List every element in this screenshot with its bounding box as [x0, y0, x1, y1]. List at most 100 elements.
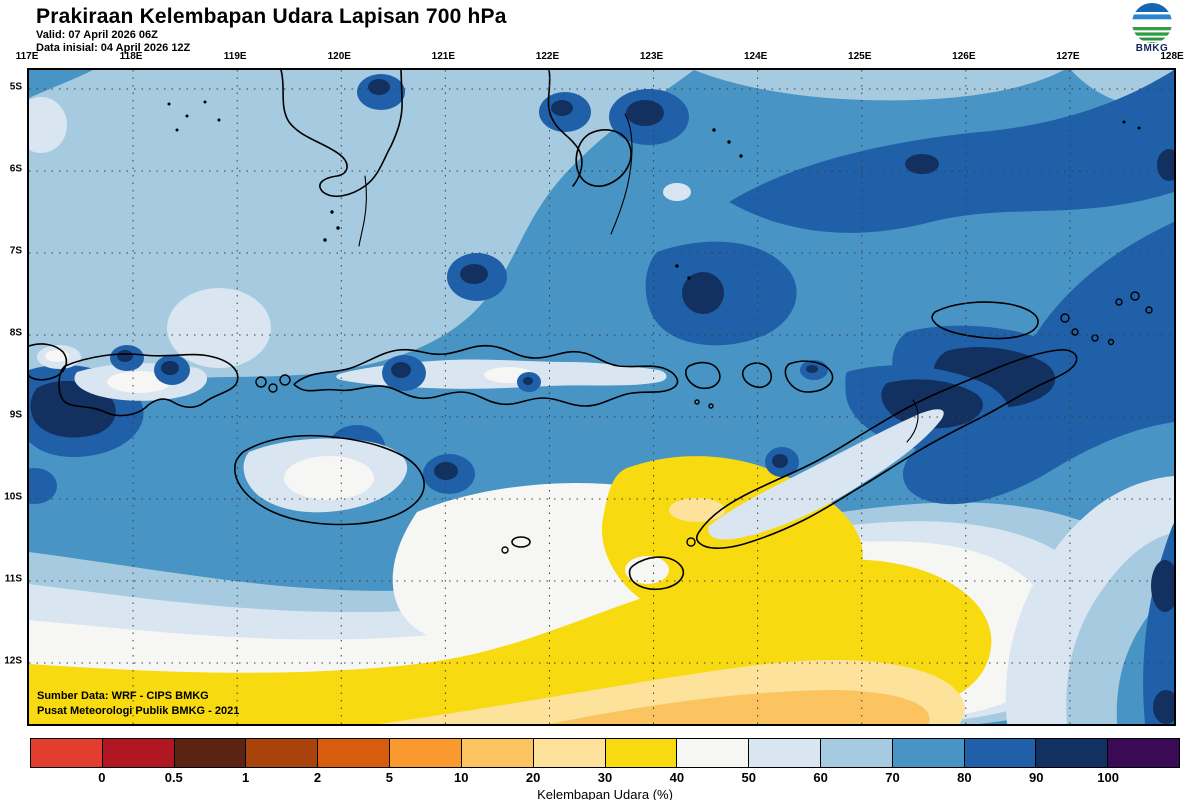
- source-line-2: Pusat Meteorologi Publik BMKG - 2021: [37, 704, 240, 717]
- colorbar-tick-label: 10: [454, 770, 469, 785]
- coast-alor: [784, 360, 834, 393]
- lat-tick-label: 7S: [9, 245, 22, 257]
- lon-tick-label: 126E: [952, 51, 976, 62]
- coast-solor-2: [708, 403, 714, 409]
- colorbar-tick-label: 0.5: [164, 770, 183, 785]
- lon-tick-label: 127E: [1056, 51, 1080, 62]
- coast-wetar: [931, 301, 1039, 340]
- lon-tick-label: 118E: [119, 51, 143, 62]
- coast-timor: [695, 349, 1078, 549]
- lat-tick-label: 8S: [9, 327, 22, 339]
- lon-tick-label: 128E: [1160, 51, 1184, 62]
- coast-selayar: [358, 175, 367, 247]
- lat-tick-label: 10S: [4, 491, 22, 503]
- colorbar-segment: [964, 739, 1037, 767]
- lat-axis: 5S 6S 7S 8S 9S 10S 11S 12S: [0, 68, 25, 722]
- coast-komodo-small: [279, 374, 291, 386]
- map-canvas: Sumber Data: WRF - CIPS BMKG Pusat Meteo…: [27, 68, 1176, 726]
- lat-tick-label: 9S: [9, 409, 22, 421]
- header: Prakiraan Kelembapan Udara Lapisan 700 h…: [36, 5, 507, 55]
- colorbar-tick-label: 20: [525, 770, 541, 785]
- colorbar-tick-label: 90: [1029, 770, 1044, 785]
- coast-lembata: [685, 361, 721, 390]
- coast-rote: [628, 556, 685, 591]
- colorbar-axis-label: Kelembapan Udara (%): [537, 787, 673, 800]
- colorbar-segment: [1036, 739, 1109, 767]
- lat-tick-label: 11S: [4, 573, 22, 585]
- coast-raijua: [501, 546, 509, 554]
- colorbar-tick-label: 2: [313, 770, 322, 785]
- colorbar-segment: [533, 739, 606, 767]
- valid-time-label: Valid: 07 April 2026 06Z: [36, 29, 158, 41]
- lon-tick-label: 123E: [639, 51, 664, 62]
- coast-savu: [511, 536, 531, 548]
- coast-rinca: [268, 383, 278, 393]
- bmkg-logo-label: BMKG: [1135, 43, 1169, 54]
- coast-kisar: [1071, 328, 1079, 336]
- coast-muna: [575, 129, 632, 187]
- coast-pantar: [741, 362, 773, 389]
- colorbar-segment: [31, 739, 103, 767]
- colorbar-tick-label: 1: [242, 770, 250, 785]
- coast-damar: [1115, 298, 1123, 306]
- colorbar-segment: [677, 739, 750, 767]
- colorbar-segment: [102, 739, 175, 767]
- coast-moa: [1107, 338, 1115, 346]
- colorbar-tick-label: 70: [885, 770, 900, 785]
- coast-sumbawa: [58, 353, 239, 417]
- colorbar: [30, 738, 1180, 768]
- initial-time-label: Data inisial: 04 April 2026 12Z: [36, 42, 191, 55]
- source-line-1: Sumber Data: WRF - CIPS BMKG: [37, 690, 209, 703]
- coast-timor-border: [906, 399, 919, 443]
- colorbar-segment: [246, 739, 319, 767]
- humidity-field-layer: [29, 70, 1174, 724]
- bmkg-logo: BMKG: [1124, 2, 1180, 54]
- coast-sulawesi-southwest: [280, 70, 403, 198]
- humidity-contour-map: [29, 70, 1174, 724]
- colorbar-segment: [1108, 739, 1179, 767]
- colorbar-tick-label: 0: [98, 770, 106, 785]
- lon-tick-label: 125E: [848, 51, 872, 62]
- colorbar-segment: [892, 739, 965, 767]
- colorbar-ticks: 0 0.5 1 2 5 10 20 30 40 50 60 70 80 90 100: [30, 770, 1180, 785]
- colorbar-segment: [174, 739, 247, 767]
- data-source-note: Sumber Data: WRF - CIPS BMKG Pusat Meteo…: [37, 689, 239, 718]
- coast-buton: [610, 113, 633, 235]
- coast-sulawesi-southeast: [547, 70, 583, 187]
- colorbar-segment: [820, 739, 893, 767]
- coast-semau: [686, 537, 696, 547]
- lat-tick-label: 12S: [4, 655, 22, 667]
- lon-axis: 117E 118E 119E 120E 121E 122E 123E 124E 125E 126E…: [16, 51, 1184, 65]
- coast-sumba: [234, 434, 425, 526]
- colorbar-segment: [390, 739, 462, 767]
- coast-romang: [1060, 313, 1070, 323]
- coast-komodo: [255, 376, 267, 388]
- colorbar-segment: [749, 739, 821, 767]
- coast-specks: [167, 100, 1141, 280]
- page-title: Prakiraan Kelembapan Udara Lapisan 700 h…: [36, 5, 507, 28]
- coast-babar-2: [1145, 306, 1153, 314]
- lat-tick-label: 6S: [9, 163, 22, 175]
- lon-tick-label: 120E: [327, 51, 351, 62]
- colorbar-tick-label: 30: [597, 770, 613, 785]
- lon-tick-label: 122E: [535, 51, 560, 62]
- lon-tick-label: 119E: [223, 51, 247, 62]
- colorbar-tick-label: 60: [813, 770, 828, 785]
- coast-babar: [1130, 291, 1140, 301]
- colorbar-tick-label: 100: [1097, 770, 1119, 785]
- lat-tick-label: 5S: [9, 81, 22, 93]
- colorbar-tick-label: 50: [741, 770, 756, 785]
- lon-tick-label: 124E: [743, 51, 768, 62]
- coastlines-layer: [29, 70, 1153, 591]
- colorbar-segment: [605, 739, 678, 767]
- colorbar-segment: [461, 739, 534, 767]
- colorbar-tick-label: 5: [385, 770, 393, 785]
- coast-flores: [293, 344, 679, 407]
- colorbar-tick-label: 40: [669, 770, 685, 785]
- lon-tick-label: 121E: [431, 51, 456, 62]
- colorbar-wrap: 0 0.5 1 2 5 10 20 30 40 50 60 70 80 90 100 Kelembapan …: [30, 738, 1180, 800]
- colorbar-tick-label: 80: [957, 770, 972, 785]
- bmkg-logo-icon: [1132, 3, 1172, 43]
- lon-tick-label: 117E: [15, 51, 39, 62]
